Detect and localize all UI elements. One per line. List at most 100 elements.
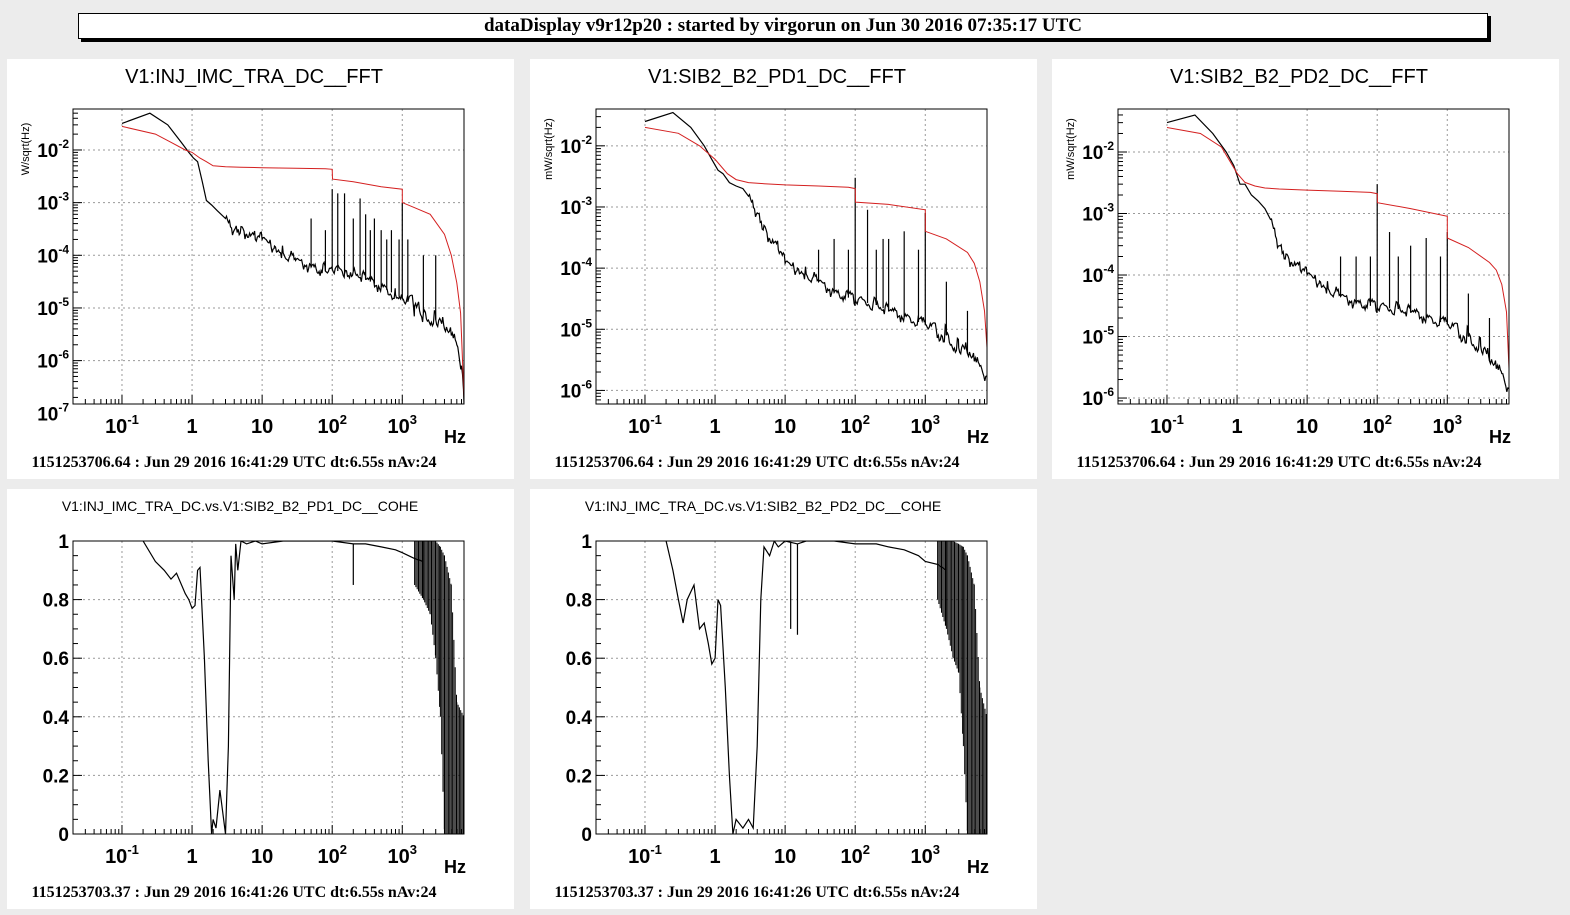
grid [596,109,987,404]
y-tick-label: 10-4 [37,242,69,267]
series-line-red [121,125,464,398]
y-tick-label: 0.6 [43,649,69,670]
x-axis-label: Hz [967,427,989,447]
y-tick-label: 10-2 [1082,139,1114,164]
x-tick-label: 102 [1362,412,1391,438]
x-axis-label: Hz [444,427,466,447]
plot-title: V1:SIB2_B2_PD1_DC__FFT [648,66,906,88]
chart-svg-2: V1:SIB2_B2_PD2_DC__FFT mW/sqrt(Hz) 10-1 1 10… [1065,66,1511,471]
plot-title: V1:INJ_IMC_TRA_DC__FFT [125,66,383,88]
x-tick-label: 103 [1433,412,1462,438]
grid [596,541,987,834]
series-line-black [644,111,987,382]
x-tick-label: 10-1 [105,412,139,438]
window-title: dataDisplay v9r12p20 : started by virgor… [78,13,1488,39]
y-tick-label: 0.6 [566,649,592,670]
plot-title: V1:SIB2_B2_PD2_DC__FFT [1170,66,1428,88]
y-tick-label: 1 [58,532,69,553]
y-tick-label: 1 [581,532,592,553]
y-tick-label: 10-4 [560,255,592,280]
x-tick-label: 1 [709,416,720,438]
x-tick-label: 10-1 [628,412,662,438]
series-group [665,541,987,834]
y-tick-label: 10-6 [1082,385,1114,410]
y-tick-label: 0 [58,825,69,846]
y-axis-label: mW/sqrt(Hz) [1065,118,1077,180]
grid [1118,109,1509,404]
y-tick-label: 10-3 [37,190,69,215]
y-tick-label: 0.2 [566,766,592,787]
pad-sib2-pd1-fft[interactable]: V1:SIB2_B2_PD1_DC__FFT mW/sqrt(Hz) 10-1 1 10… [530,59,1037,479]
x-axis-label: Hz [1489,427,1511,447]
pad-coherence-pd1[interactable]: V1:INJ_IMC_TRA_DC.vs.V1:SIB2_B2_PD1_DC__… [7,489,514,909]
plot-frame [595,108,988,405]
plot-title: V1:INJ_IMC_TRA_DC.vs.V1:SIB2_B2_PD1_DC__… [62,498,418,514]
chart-svg-4: V1:INJ_IMC_TRA_DC.vs.V1:SIB2_B2_PD2_DC__… [554,498,989,901]
plot-frame [595,540,988,835]
y-axis-label: mW/sqrt(Hz) [543,118,555,180]
series-line-red [644,126,987,348]
y-tick-label: 0 [581,825,592,846]
pad-coherence-pd2[interactable]: V1:INJ_IMC_TRA_DC.vs.V1:SIB2_B2_PD2_DC__… [530,489,1037,909]
coherence-noise-band [937,541,987,834]
y-tick-label: 10-3 [1082,201,1114,226]
series-group [1166,114,1509,392]
x-tick-label: 1 [186,846,197,868]
pad-sib2-pd2-fft[interactable]: V1:SIB2_B2_PD2_DC__FFT mW/sqrt(Hz) 10-1 1 10… [1052,59,1559,479]
x-tick-label: 10 [1296,416,1318,438]
pad-footer: 1151253706.64 : Jun 29 2016 16:41:29 UTC… [1076,454,1481,471]
x-axis-label: Hz [444,857,466,877]
series-line-black [142,541,424,834]
grid [73,109,464,404]
series-line-black [121,112,464,404]
x-tick-label: 103 [388,842,417,868]
y-tick-label: 0.8 [43,591,69,612]
x-tick-label: 103 [911,842,940,868]
x-tick-label: 10 [251,416,273,438]
pad-footer: 1151253703.37 : Jun 29 2016 16:41:26 UTC… [31,884,436,901]
x-tick-label: 10 [774,416,796,438]
series-line-black [665,541,947,834]
x-tick-label: 102 [317,412,346,438]
y-tick-label: 10-4 [1082,262,1114,287]
grid [73,541,464,834]
y-tick-label: 10-5 [560,316,592,341]
plot-frame [72,108,465,405]
x-tick-label: 102 [840,412,869,438]
x-tick-label: 10-1 [105,842,139,868]
y-tick-label: 10-2 [37,137,69,162]
x-tick-label: 102 [317,842,346,868]
pad-footer: 1151253706.64 : Jun 29 2016 16:41:29 UTC… [554,454,959,471]
x-tick-label: 1 [186,416,197,438]
pad-footer: 1151253703.37 : Jun 29 2016 16:41:26 UTC… [554,884,959,901]
x-tick-label: 103 [388,412,417,438]
y-tick-label: 10-5 [37,295,69,320]
x-tick-label: 102 [840,842,869,868]
x-tick-label: 1 [1231,416,1242,438]
y-tick-label: 10-7 [37,400,69,425]
x-tick-label: 103 [911,412,940,438]
axis-ticks [72,540,462,835]
x-tick-label: 10 [251,846,273,868]
chart-svg-0: V1:INJ_IMC_TRA_DC__FFT W/sqrt(Hz) 10-1 1 10 1… [20,66,466,471]
x-tick-label: 1 [709,846,720,868]
y-tick-label: 0.4 [43,708,70,729]
pad-footer: 1151253706.64 : Jun 29 2016 16:41:29 UTC… [31,454,436,471]
plot-frame [72,540,465,835]
y-tick-label: 10-3 [560,194,592,219]
pad-inj-fft[interactable]: V1:INJ_IMC_TRA_DC__FFT W/sqrt(Hz) 10-1 1 10 1… [7,59,514,479]
y-tick-label: 10-2 [560,133,592,158]
chart-svg-1: V1:SIB2_B2_PD1_DC__FFT mW/sqrt(Hz) 10-1 1 10… [543,66,989,471]
series-group [142,541,464,834]
y-tick-label: 0.2 [43,766,69,787]
y-tick-label: 0.4 [566,708,593,729]
y-tick-label: 0.8 [566,591,592,612]
y-tick-label: 10-6 [37,348,69,373]
plot-frame [1117,108,1510,405]
y-tick-label: 10-6 [560,377,592,402]
coherence-noise-band [414,541,464,834]
chart-svg-3: V1:INJ_IMC_TRA_DC.vs.V1:SIB2_B2_PD1_DC__… [31,498,466,901]
axis-ticks [1117,108,1507,405]
x-tick-label: 10-1 [1150,412,1184,438]
series-line-black [1166,114,1509,392]
